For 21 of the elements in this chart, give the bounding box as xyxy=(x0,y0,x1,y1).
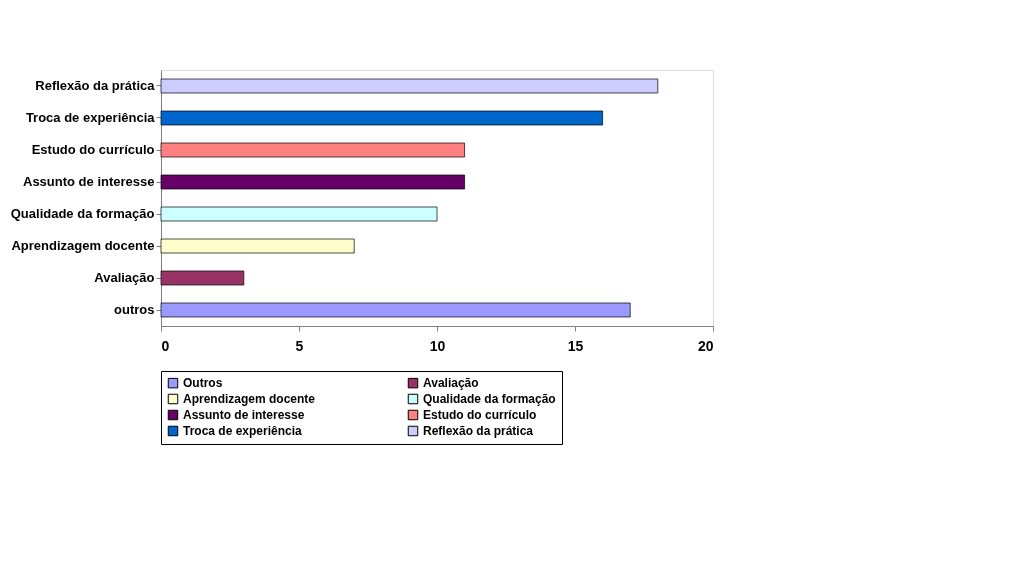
x-tick-label: 0 xyxy=(161,337,170,354)
legend-label: Aprendizagem docente xyxy=(183,392,316,406)
x-tick-label: 20 xyxy=(697,337,714,354)
y-tick-label: Estudo do currículo xyxy=(31,142,155,157)
legend-label: Troca de experiência xyxy=(183,424,303,438)
y-tick-label: Avaliação xyxy=(94,270,155,285)
y-tick-label: Aprendizagem docente xyxy=(11,238,155,253)
legend-label: Assunto de interesse xyxy=(183,408,305,422)
y-tick-label: Assunto de interesse xyxy=(23,174,155,189)
y-tick-label: Reflexão da prática xyxy=(35,78,156,93)
y-tick-label: Troca de experiência xyxy=(25,110,156,125)
legend-label: Avaliação xyxy=(423,376,479,391)
legend-label: Reflexão da prática xyxy=(423,424,534,438)
y-tick-label: Qualidade da formação xyxy=(10,206,155,221)
x-tick-label: 15 xyxy=(567,337,584,354)
x-tick-label: 5 xyxy=(295,337,304,354)
legend-label: Estudo do currículo xyxy=(423,408,537,422)
y-tick-label: outros xyxy=(114,302,155,317)
legend-label: Outros xyxy=(183,376,223,391)
x-tick-label: 10 xyxy=(429,337,446,354)
legend-label: Qualidade da formação xyxy=(423,392,556,406)
